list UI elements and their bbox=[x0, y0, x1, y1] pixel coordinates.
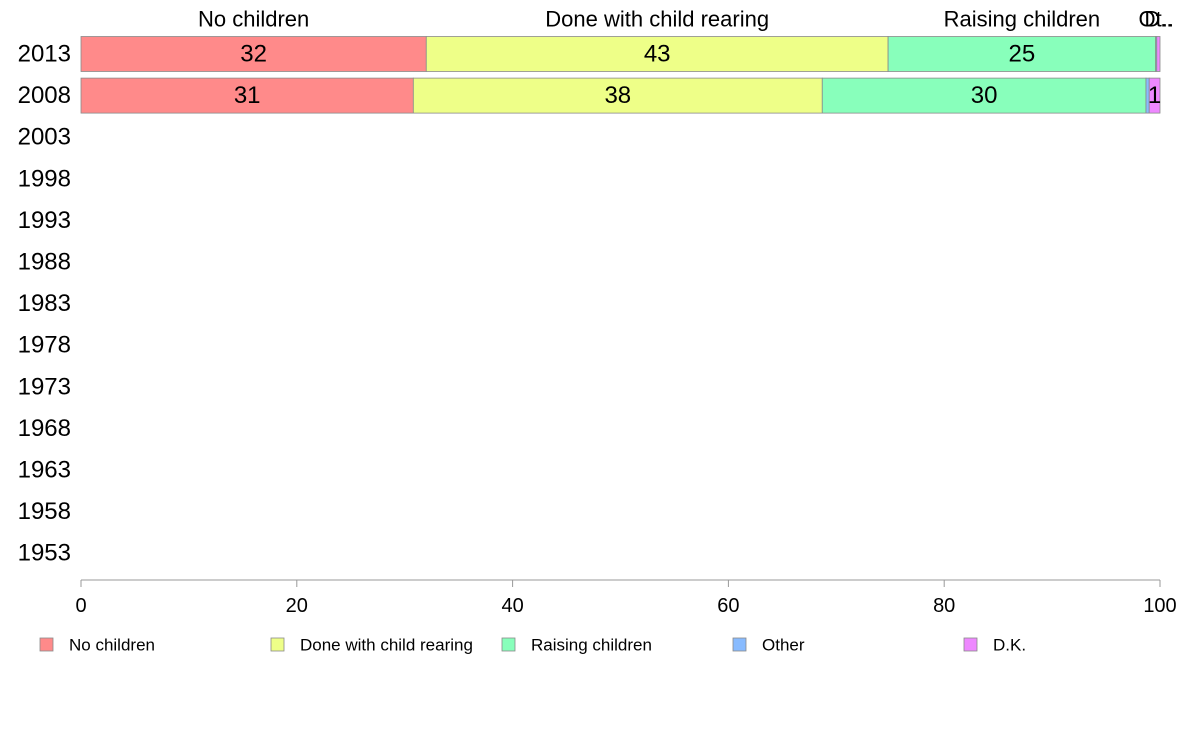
x-tick-label: 80 bbox=[933, 595, 955, 617]
top-series-label: Ot.. bbox=[1138, 7, 1173, 32]
category-label: 1983 bbox=[18, 290, 71, 317]
top-series-label: No children bbox=[198, 7, 309, 32]
bar-segment bbox=[80, 77, 414, 114]
bar-segment bbox=[1156, 36, 1161, 72]
x-tick-label: 0 bbox=[75, 595, 86, 617]
category-label: 1953 bbox=[18, 540, 71, 567]
data-label: 31 bbox=[234, 82, 261, 109]
data-label: 38 bbox=[604, 82, 631, 109]
x-tick-label: 20 bbox=[286, 595, 308, 617]
legend-label: Other bbox=[762, 636, 805, 655]
bar-segment bbox=[821, 77, 1147, 114]
legend-label: No children bbox=[69, 636, 155, 655]
bar-segment bbox=[1148, 77, 1161, 114]
x-tick-label: 60 bbox=[717, 595, 739, 617]
category-label: 1993 bbox=[18, 207, 71, 234]
x-tick-label: 100 bbox=[1143, 595, 1176, 617]
bar-segment bbox=[412, 77, 823, 114]
legend-swatch bbox=[732, 637, 747, 652]
top-series-label: Done with child rearing bbox=[545, 7, 769, 32]
bar-segment bbox=[425, 36, 889, 72]
category-label: 1998 bbox=[18, 165, 71, 192]
category-label: 2008 bbox=[18, 82, 71, 109]
legend: No children Done with child rearing Raisin… bbox=[39, 636, 1026, 655]
legend-swatch bbox=[963, 637, 978, 652]
legend-label: D.K. bbox=[993, 636, 1026, 655]
data-label: 30 bbox=[971, 82, 998, 109]
data-label: 43 bbox=[644, 41, 671, 68]
legend-label: Done with child rearing bbox=[300, 636, 473, 655]
top-series-labels: No children Done with child rearing Raisin… bbox=[198, 7, 1174, 32]
data-label: 25 bbox=[1009, 41, 1036, 68]
bar-segment bbox=[887, 36, 1157, 72]
legend-label: Raising children bbox=[531, 636, 652, 655]
legend-swatch bbox=[501, 637, 516, 652]
x-tick-label: 40 bbox=[501, 595, 523, 617]
bar-segment bbox=[80, 36, 427, 72]
category-label: 2003 bbox=[18, 124, 71, 151]
category-labels: 2013 2008 2003 1998 1993 1988 1983 1978 1973 1968… bbox=[18, 41, 71, 567]
top-series-label: D.. bbox=[1144, 7, 1172, 32]
bars: 32 43 25 31 38 30 1 bbox=[80, 36, 1161, 114]
x-axis: 0 20 40 60 80 100 bbox=[75, 579, 1177, 617]
legend-swatch bbox=[270, 637, 285, 652]
category-label: 1978 bbox=[18, 332, 71, 359]
category-label: 1968 bbox=[18, 415, 71, 442]
data-label: 32 bbox=[240, 41, 267, 68]
legend-swatch bbox=[39, 637, 54, 652]
category-label: 1963 bbox=[18, 457, 71, 484]
category-label: 2013 bbox=[18, 41, 71, 68]
category-label: 1988 bbox=[18, 249, 71, 276]
category-label: 1958 bbox=[18, 498, 71, 525]
category-label: 1973 bbox=[18, 373, 71, 400]
data-label: 1 bbox=[1148, 82, 1161, 109]
top-series-label: Raising children bbox=[944, 7, 1101, 32]
